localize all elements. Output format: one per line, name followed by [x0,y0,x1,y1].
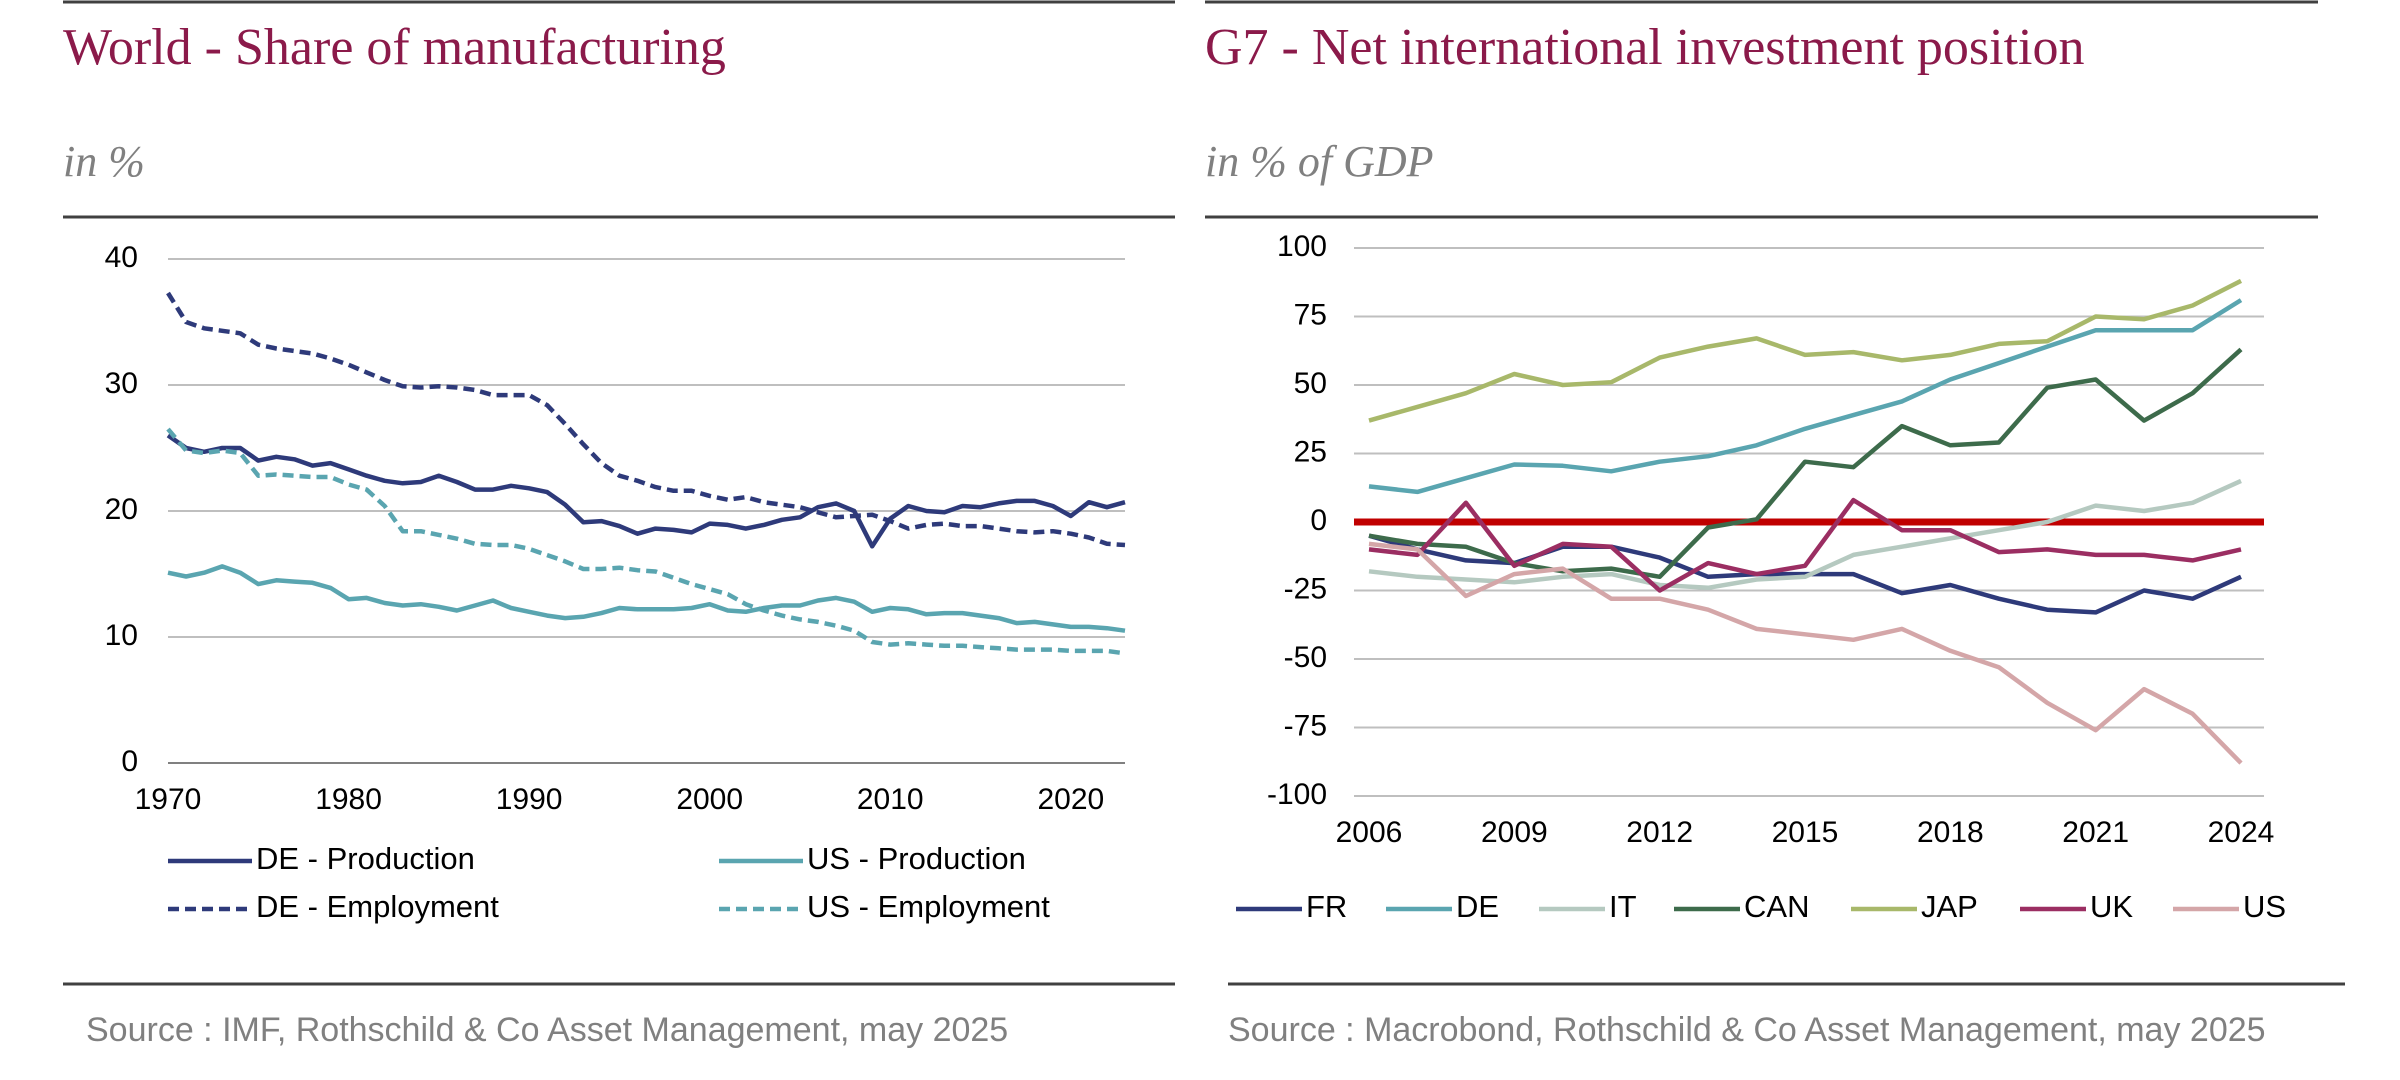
x-tick-label: 2010 [857,783,924,816]
series-line [1368,298,2243,495]
y-tick-label: 30 [105,367,138,400]
legend-label: CAN [1744,889,1809,924]
legend-label: US - Employment [807,889,1050,924]
y-tick-label: 10 [105,619,138,652]
chart-title: World - Share of manufacturing [63,19,726,76]
y-tick-label: 50 [1294,367,1327,400]
y-tick-label: 100 [1277,230,1327,263]
series-line [1368,278,2243,423]
legend-label: JAP [1921,889,1978,924]
x-tick-label: 1990 [496,783,563,816]
legend-label: FR [1306,889,1347,924]
legend-label: DE - Employment [256,889,499,924]
subtitle: in % [63,137,145,186]
legend-label: US [2243,889,2286,924]
series-line [1368,541,2243,765]
y-tick-label: 25 [1294,435,1327,468]
y-tick-label: -50 [1284,641,1327,674]
series-line [167,564,1126,633]
y-tick-label: 0 [1310,504,1327,537]
x-tick-label: 1970 [135,783,202,816]
legend-label: DE [1456,889,1499,924]
y-tick-label: -100 [1267,778,1327,811]
y-tick-label: 20 [105,493,138,526]
x-tick-label: 2020 [1037,783,1104,816]
series-line [166,433,1126,549]
x-tick-label: 2012 [1626,816,1693,849]
x-tick-label: 2021 [2062,816,2129,849]
x-tick-label: 2006 [1336,816,1403,849]
series-line [166,427,1126,656]
series-line [1368,497,2242,593]
series-line [1368,347,2243,580]
y-tick-label: -25 [1284,572,1327,605]
x-tick-label: 2018 [1917,816,1984,849]
legend-label: IT [1609,889,1637,924]
y-tick-label: 0 [121,745,138,778]
source: Source : Macrobond, Rothschild & Co Asse… [1228,1011,2266,1049]
x-tick-label: 2009 [1481,816,1548,849]
legend-label: US - Production [807,841,1026,876]
x-tick-label: 2024 [2208,816,2275,849]
y-tick-label: 40 [105,241,138,274]
source: Source : IMF, Rothschild & Co Asset Mana… [86,1011,1008,1049]
subtitle: in % of GDP [1205,137,1434,186]
x-tick-label: 2015 [1772,816,1839,849]
x-tick-label: 2000 [676,783,743,816]
series-line [1368,478,2242,591]
legend-label: DE - Production [256,841,475,876]
chart-title: G7 - Net international investment positi… [1205,19,2085,76]
legend-label: UK [2090,889,2133,924]
y-tick-label: -75 [1284,709,1327,742]
x-tick-label: 1980 [315,783,382,816]
y-tick-label: 75 [1294,298,1327,331]
